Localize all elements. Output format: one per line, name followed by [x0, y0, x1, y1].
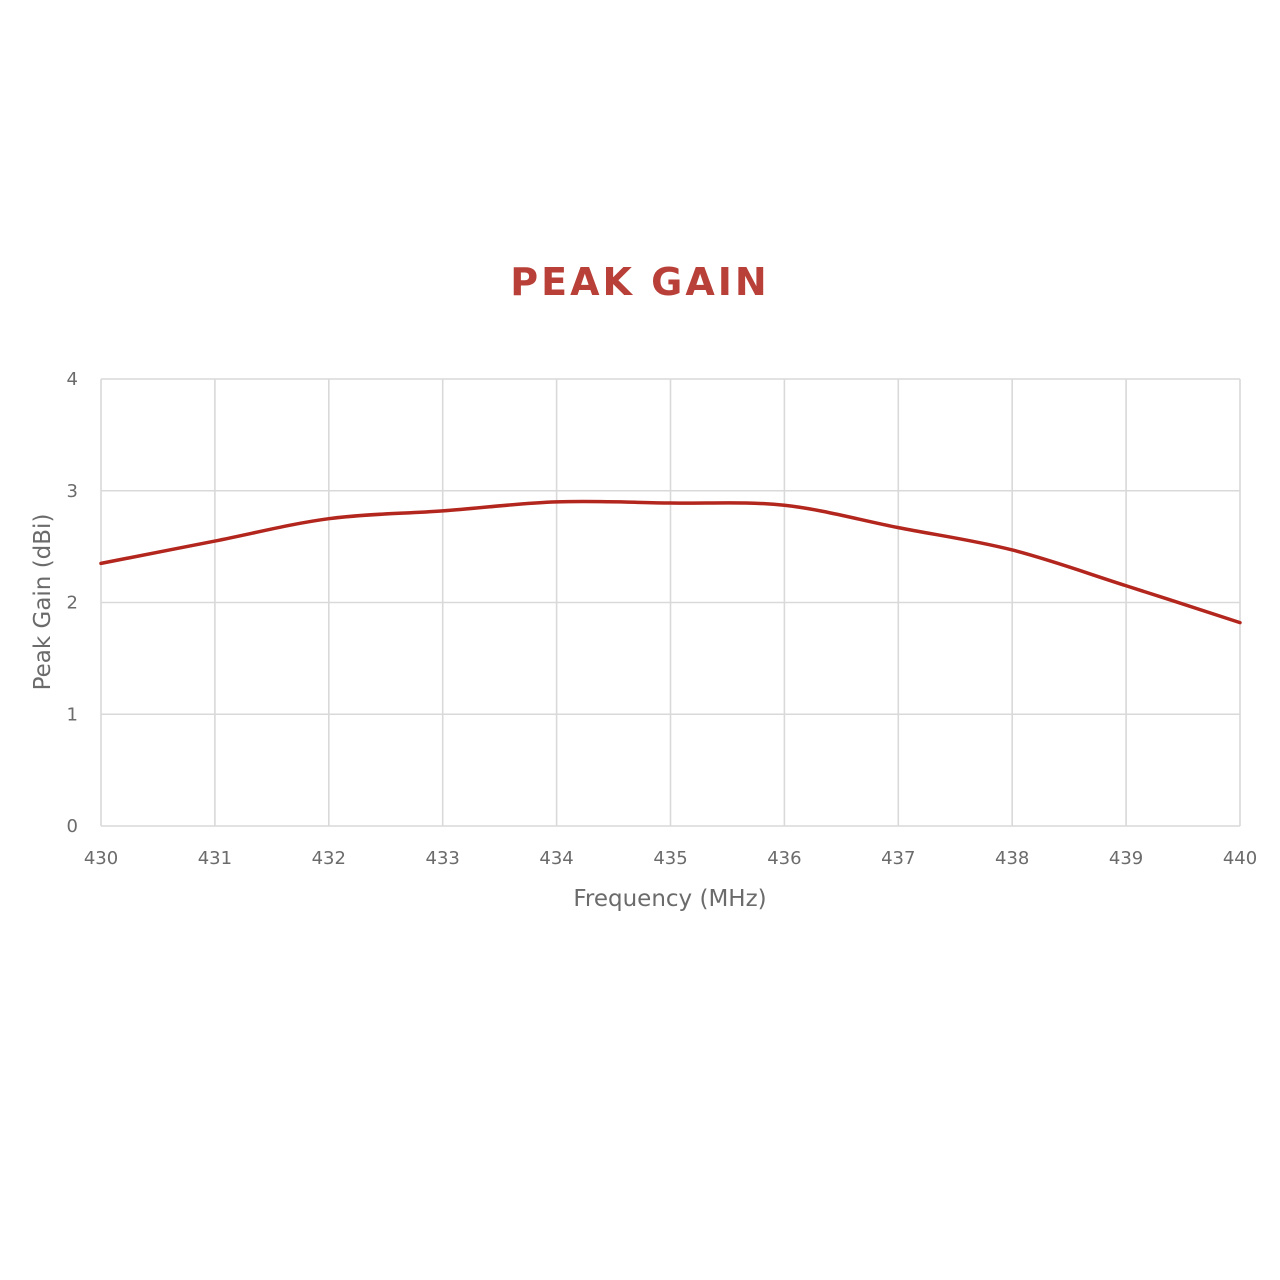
y-tick-label: 4	[67, 369, 78, 390]
chart-title: PEAK GAIN	[510, 260, 769, 304]
x-tick-label: 440	[1223, 848, 1257, 869]
x-tick-label: 437	[881, 848, 915, 869]
y-axis-ticks: 0 1 2 3 4	[67, 369, 78, 837]
series-line-0	[99, 499, 1242, 625]
grid	[100, 378, 1241, 827]
x-tick-label: 436	[767, 848, 801, 869]
x-axis-ticks: 430 431 432 433 434 435 436 437 438 439 440	[84, 848, 1257, 869]
y-axis-label: Peak Gain (dBi)	[30, 514, 56, 691]
x-tick-label: 434	[539, 848, 573, 869]
y-tick-label: 2	[67, 593, 78, 614]
series-lines	[99, 499, 1242, 625]
y-tick-label: 3	[67, 481, 78, 502]
x-tick-label: 435	[653, 848, 687, 869]
x-axis-label: Frequency (MHz)	[573, 886, 766, 912]
x-tick-label: 439	[1109, 848, 1143, 869]
y-tick-label: 1	[67, 704, 78, 725]
x-tick-label: 431	[198, 848, 232, 869]
x-tick-label: 432	[312, 848, 346, 869]
x-tick-label: 430	[84, 848, 118, 869]
x-tick-label: 438	[995, 848, 1029, 869]
y-tick-label: 0	[67, 816, 78, 837]
x-tick-label: 433	[426, 848, 460, 869]
